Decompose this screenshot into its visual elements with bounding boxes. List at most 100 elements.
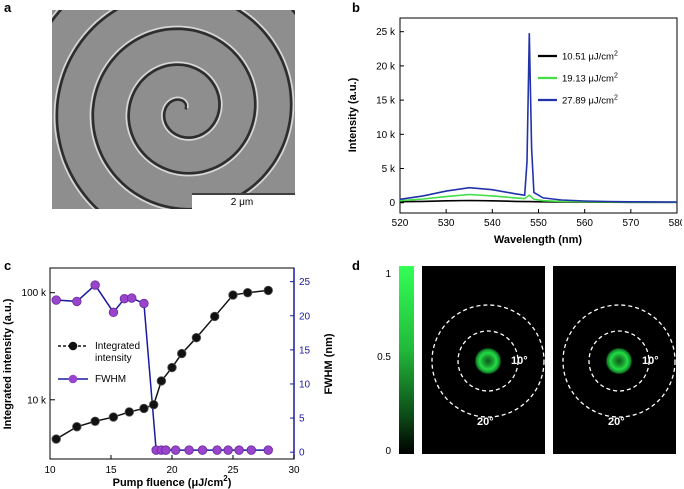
x-axis-label: Pump fluence (μJ/cm2) xyxy=(113,474,232,489)
fwhm-point xyxy=(212,445,222,455)
y-tick-label: 25 k xyxy=(376,27,396,38)
x-tick-label: 580 xyxy=(669,218,682,229)
y-tick-label: 10 k xyxy=(376,130,396,141)
x-tick-label: 550 xyxy=(530,218,547,229)
ring-label-20: 20° xyxy=(477,416,494,428)
colorbar-tick-1: 1 xyxy=(385,269,391,280)
legend-label: intensity xyxy=(95,353,132,364)
fwhm-point xyxy=(223,445,233,455)
colorbar xyxy=(399,266,414,454)
ring-20-degree xyxy=(431,304,545,418)
fwhm-point xyxy=(139,298,149,309)
emission-spot xyxy=(474,347,502,375)
legend: 10.51 μJ/cm2 19.13 μJ/cm2 27.89 μJ/cm2 xyxy=(538,51,618,107)
series-lines xyxy=(399,33,678,204)
sem-spiral-image: 2 μm xyxy=(52,10,295,209)
y-tick-label: 10 k xyxy=(27,395,47,406)
sem-background xyxy=(52,10,295,209)
ring-label-20: 20° xyxy=(608,416,625,428)
intensity-point xyxy=(90,416,100,426)
fwhm-point xyxy=(197,445,208,455)
fwhm-point xyxy=(90,280,100,290)
ring-20-degree xyxy=(562,304,676,418)
fwhm-point xyxy=(246,445,257,455)
fwhm-point xyxy=(161,445,171,455)
colorbar-tick-0: 0 xyxy=(385,446,391,457)
intensity-point xyxy=(191,332,202,343)
intensity-point xyxy=(177,348,187,359)
series-line-fwhm xyxy=(56,283,269,451)
legend-label: FWHM xyxy=(95,374,126,385)
ring-10-degree xyxy=(588,330,650,392)
emission-spot xyxy=(605,347,633,375)
far-field-panel: 1 0.5 0 10° 20° 10° 20° xyxy=(377,266,676,457)
y-tick-label: 5 k xyxy=(382,164,396,175)
y2-tick-label: 15 xyxy=(299,345,311,356)
x-tick-label: 25 xyxy=(227,465,239,476)
y-tick-label: 100 k xyxy=(22,288,47,299)
scale-bar-label: 2 μm xyxy=(231,197,253,208)
colorbar-tick-0.5: 0.5 xyxy=(377,352,391,363)
axis-ticks: 520 530 540 550 560 570 580 0 5 k 10 k 15 k 20 k 25 … xyxy=(376,27,682,229)
legend-label: 27.89 μJ/cm2 xyxy=(562,95,618,107)
intensity-point xyxy=(242,287,253,298)
scale-bar-box xyxy=(192,193,295,209)
intensity-point xyxy=(148,399,159,410)
legend-label: 19.13 μJ/cm2 xyxy=(562,73,618,85)
y2-tick-label: 0 xyxy=(299,448,305,459)
x-axis-label-close: ) xyxy=(228,477,232,489)
y-tick-label: 0 xyxy=(389,198,395,209)
far-field-image-2: 10° 20° xyxy=(553,266,676,454)
x-tick-label: 560 xyxy=(576,218,593,229)
y2-tick-label: 5 xyxy=(299,414,305,425)
y2-tick-label: 20 xyxy=(299,311,311,322)
y2-tick-label: 10 xyxy=(299,379,311,390)
y-axis-label: Intensity (a.u.) xyxy=(347,77,359,152)
intensity-point xyxy=(72,422,82,432)
legend-swatch-marker xyxy=(68,374,78,384)
fwhm-point xyxy=(127,293,137,303)
ring-10-degree xyxy=(457,330,519,392)
x-tick-label: 570 xyxy=(622,218,639,229)
series-line-2 xyxy=(399,33,678,203)
panel-label-a: a xyxy=(4,0,12,15)
x-axis-label-text: Pump fluence (μJ/cm xyxy=(113,477,224,489)
legend-label: 10.51 μJ/cm2 xyxy=(562,51,618,63)
x-axis-label-sup: 2 xyxy=(223,474,228,483)
intensity-point xyxy=(263,285,273,296)
spectra-chart: 520 530 540 550 560 570 580 0 5 k 10 k 15 k 20 k 25 … xyxy=(347,17,682,246)
fwhm-point xyxy=(170,445,181,455)
y-axis-label: Integrated intensity (a.u.) xyxy=(2,298,14,429)
plot-frame xyxy=(399,17,678,214)
panel-label-d: d xyxy=(352,258,360,273)
fwhm-point xyxy=(72,296,82,307)
series-lines xyxy=(51,280,273,455)
fwhm-point xyxy=(234,445,244,455)
y2-tick-label: 25 xyxy=(299,277,311,288)
fwhm-point xyxy=(184,445,194,455)
fwhm-point xyxy=(51,295,61,305)
ring-label-10: 10° xyxy=(642,355,659,367)
x-tick-label: 15 xyxy=(105,465,117,476)
intensity-point xyxy=(228,290,238,300)
far-field-image-1: 10° 20° xyxy=(422,266,545,454)
axis-ticks: 10 15 20 25 30 10 k 100 k 0 5 10 15 20 25 xyxy=(22,277,311,476)
x-axis-label: Wavelength (nm) xyxy=(494,234,583,246)
x-tick-label: 20 xyxy=(166,465,178,476)
intensity-point xyxy=(167,362,177,373)
intensity-point xyxy=(108,412,119,422)
x-tick-label: 540 xyxy=(484,218,501,229)
panel-label-b: b xyxy=(352,0,360,15)
panel-label-c: c xyxy=(4,258,12,273)
x-tick-label: 10 xyxy=(44,465,56,476)
fwhm-point xyxy=(263,445,273,455)
ring-label-10: 10° xyxy=(511,355,528,367)
series-line-intensity xyxy=(55,289,269,440)
legend-label: Integrated xyxy=(95,341,140,352)
intensity-point xyxy=(124,407,135,417)
y-tick-label: 15 k xyxy=(376,96,396,107)
y2-axis-label: FWHM (nm) xyxy=(323,333,335,394)
intensity-point xyxy=(139,403,149,414)
legend-swatch-marker xyxy=(68,341,78,351)
